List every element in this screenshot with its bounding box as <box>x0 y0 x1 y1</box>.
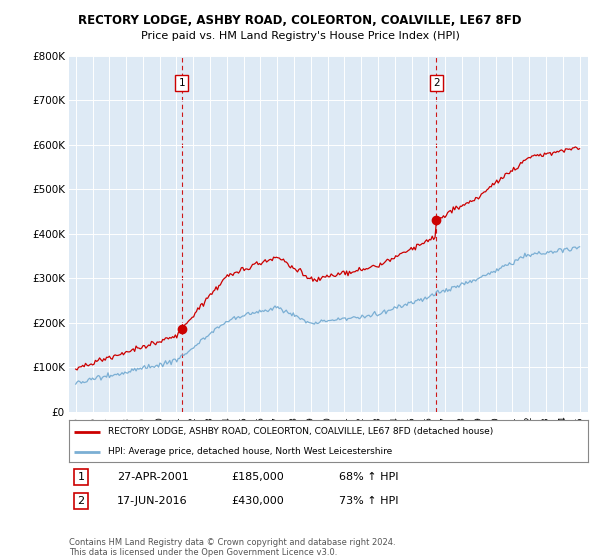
Text: 17-JUN-2016: 17-JUN-2016 <box>117 496 188 506</box>
Text: Contains HM Land Registry data © Crown copyright and database right 2024.
This d: Contains HM Land Registry data © Crown c… <box>69 538 395 557</box>
Text: 2: 2 <box>433 78 439 88</box>
Text: 73% ↑ HPI: 73% ↑ HPI <box>339 496 398 506</box>
Text: RECTORY LODGE, ASHBY ROAD, COLEORTON, COALVILLE, LE67 8FD: RECTORY LODGE, ASHBY ROAD, COLEORTON, CO… <box>78 14 522 27</box>
Text: 68% ↑ HPI: 68% ↑ HPI <box>339 472 398 482</box>
Text: 1: 1 <box>179 78 185 88</box>
Text: 27-APR-2001: 27-APR-2001 <box>117 472 189 482</box>
Text: RECTORY LODGE, ASHBY ROAD, COLEORTON, COALVILLE, LE67 8FD (detached house): RECTORY LODGE, ASHBY ROAD, COLEORTON, CO… <box>108 427 493 436</box>
Text: Price paid vs. HM Land Registry's House Price Index (HPI): Price paid vs. HM Land Registry's House … <box>140 31 460 41</box>
Text: 2: 2 <box>77 496 85 506</box>
Text: £185,000: £185,000 <box>231 472 284 482</box>
Text: £430,000: £430,000 <box>231 496 284 506</box>
Text: HPI: Average price, detached house, North West Leicestershire: HPI: Average price, detached house, Nort… <box>108 447 392 456</box>
Text: 1: 1 <box>77 472 85 482</box>
